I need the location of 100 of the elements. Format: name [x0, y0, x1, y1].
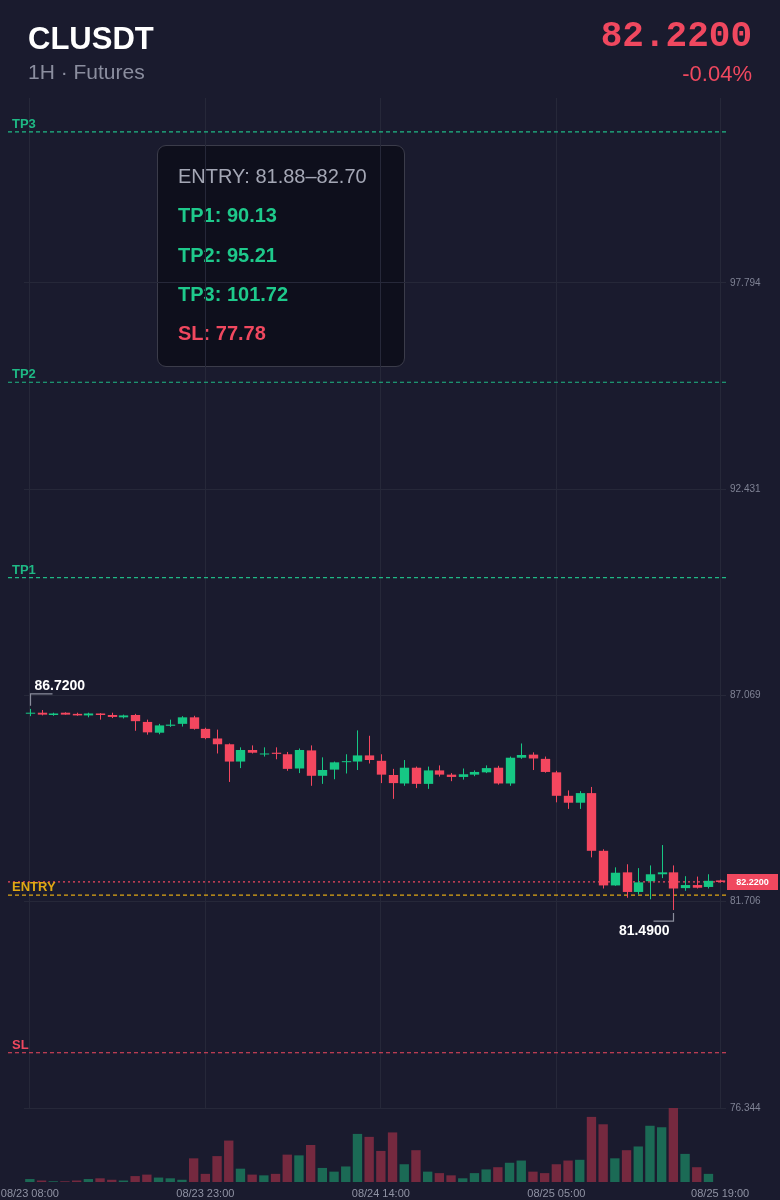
- bar: [598, 1124, 608, 1182]
- candlestick: [224, 742, 235, 783]
- bar: [575, 1159, 585, 1182]
- candlestick: [259, 746, 270, 758]
- ref-line-label: 82.2200: [736, 876, 769, 887]
- chart-subtitle: 1H · Futures: [28, 59, 145, 85]
- candlestick: [423, 766, 434, 790]
- text: -0.04%: [682, 60, 752, 88]
- annotation: TP3: 101.72: [178, 281, 289, 307]
- y-tick-label: 81.706: [730, 895, 762, 907]
- candlestick: [294, 747, 305, 774]
- candlestick: [633, 867, 644, 896]
- bar: [235, 1168, 246, 1182]
- candlestick: [282, 751, 293, 772]
- candlestick: [212, 729, 223, 754]
- ref-line-label: TP3: [12, 115, 36, 131]
- bar: [294, 1155, 304, 1182]
- y-tick-label: 87.069: [730, 689, 762, 701]
- bar: [376, 1150, 386, 1182]
- bar: [446, 1175, 456, 1182]
- bar: [633, 1146, 643, 1182]
- x-tick-label: 08/25 05:00: [527, 1186, 586, 1199]
- bar: [692, 1167, 702, 1182]
- candlestick: [235, 746, 246, 769]
- bar: [364, 1136, 374, 1182]
- bar: [539, 1173, 550, 1182]
- text: 82.2200: [600, 15, 752, 59]
- bar: [352, 1133, 363, 1182]
- bar: [282, 1154, 292, 1182]
- annotation: 86.7200: [34, 676, 86, 693]
- bar: [563, 1160, 573, 1182]
- candlestick: [376, 753, 387, 784]
- bar: [188, 1158, 199, 1182]
- bar: [586, 1116, 597, 1182]
- x-tick-label: 08/25 19:00: [691, 1186, 750, 1199]
- bar: [458, 1178, 468, 1182]
- candlestick: [317, 756, 328, 785]
- annotation: TP2: 95.21: [178, 242, 277, 268]
- x-tick-label: 08/23 23:00: [176, 1186, 235, 1199]
- bar: [399, 1164, 409, 1182]
- x-tick-label: 08/23 08:00: [0, 1186, 59, 1199]
- candlestick: [563, 789, 574, 810]
- y-tick-label: 97.794: [730, 276, 762, 288]
- bar: [645, 1125, 655, 1182]
- candlestick: [657, 844, 668, 879]
- candlestick: [341, 753, 352, 774]
- bar: [668, 1108, 679, 1182]
- bar: [95, 1178, 105, 1182]
- y-tick-label: 92.431: [730, 482, 762, 494]
- bar: [212, 1156, 222, 1182]
- bar: [317, 1167, 328, 1182]
- candlestick: [610, 866, 621, 887]
- bar: [270, 1173, 281, 1182]
- bar: [247, 1174, 257, 1182]
- ref-line-label: TP1: [12, 561, 36, 577]
- bar: [387, 1132, 398, 1182]
- chart-title: CLUSDT: [28, 20, 154, 58]
- bar: [493, 1167, 503, 1182]
- candlestick: [399, 759, 410, 787]
- annotation: TP1: 90.13: [178, 203, 277, 229]
- bar: [142, 1174, 152, 1182]
- bar: [411, 1150, 421, 1182]
- bar: [703, 1173, 714, 1182]
- ref-line-label: SL: [12, 1036, 29, 1052]
- bar: [528, 1171, 538, 1182]
- bar: [610, 1158, 620, 1182]
- candlestick: [645, 864, 656, 900]
- bar: [25, 1179, 35, 1182]
- bar: [130, 1176, 140, 1182]
- bar: [341, 1166, 351, 1182]
- y-tick-label: 76.344: [730, 1101, 762, 1113]
- bar: [680, 1153, 690, 1182]
- bar: [516, 1160, 526, 1182]
- bar: [504, 1162, 515, 1182]
- annotation: SL: 77.78: [178, 321, 266, 347]
- ref-line-label: ENTRY: [12, 879, 56, 895]
- bar: [469, 1173, 480, 1182]
- annotation: ENTRY: 81.88–82.70: [178, 164, 367, 189]
- bar: [422, 1171, 433, 1182]
- bar: [621, 1150, 632, 1182]
- bar: [83, 1179, 94, 1182]
- candlestick: [364, 735, 375, 764]
- bar: [551, 1164, 562, 1182]
- candlestick: [411, 766, 422, 789]
- bar: [656, 1127, 667, 1182]
- annotation: 81.4900: [618, 922, 670, 939]
- bar: [481, 1169, 491, 1182]
- bar: [165, 1178, 175, 1182]
- candlestick: [388, 768, 399, 800]
- candlestick: [352, 729, 363, 771]
- candlestick: [493, 765, 504, 786]
- bar: [177, 1179, 187, 1182]
- bar: [434, 1173, 445, 1182]
- bar: [259, 1175, 269, 1182]
- candlestick: [551, 770, 562, 803]
- x-tick-label: 08/24 14:00: [351, 1186, 410, 1199]
- bar: [200, 1173, 211, 1182]
- ref-line-label: TP2: [12, 366, 36, 382]
- bar: [224, 1140, 234, 1182]
- bar: [305, 1145, 316, 1182]
